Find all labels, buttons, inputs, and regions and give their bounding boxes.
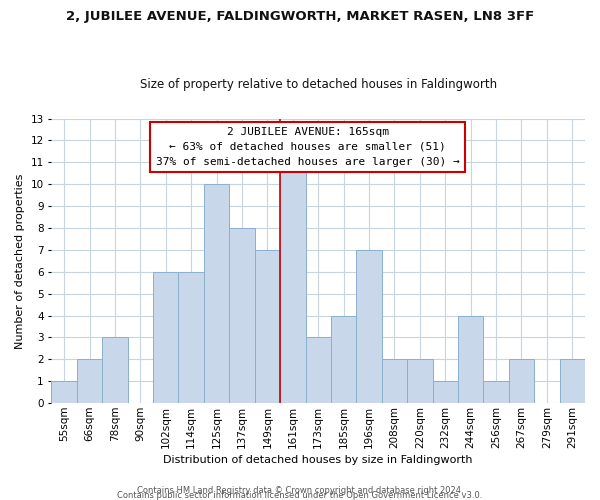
Bar [255,250,280,403]
Bar [153,272,178,403]
Bar [382,360,407,403]
Bar [509,360,534,403]
Bar [229,228,255,403]
X-axis label: Distribution of detached houses by size in Faldingworth: Distribution of detached houses by size … [163,455,473,465]
Bar [77,360,102,403]
Bar [356,250,382,403]
Text: Contains public sector information licensed under the Open Government Licence v3: Contains public sector information licen… [118,490,482,500]
Bar [280,162,305,403]
Bar [178,272,204,403]
Bar [331,316,356,403]
Y-axis label: Number of detached properties: Number of detached properties [15,173,25,348]
Title: Size of property relative to detached houses in Faldingworth: Size of property relative to detached ho… [140,78,497,91]
Bar [52,382,77,403]
Bar [204,184,229,403]
Bar [433,382,458,403]
Bar [305,338,331,403]
Bar [458,316,484,403]
Bar [560,360,585,403]
Text: 2, JUBILEE AVENUE, FALDINGWORTH, MARKET RASEN, LN8 3FF: 2, JUBILEE AVENUE, FALDINGWORTH, MARKET … [66,10,534,23]
Bar [484,382,509,403]
Bar [102,338,128,403]
Text: Contains HM Land Registry data © Crown copyright and database right 2024.: Contains HM Land Registry data © Crown c… [137,486,463,495]
Text: 2 JUBILEE AVENUE: 165sqm
← 63% of detached houses are smaller (51)
37% of semi-d: 2 JUBILEE AVENUE: 165sqm ← 63% of detach… [155,127,460,166]
Bar [407,360,433,403]
